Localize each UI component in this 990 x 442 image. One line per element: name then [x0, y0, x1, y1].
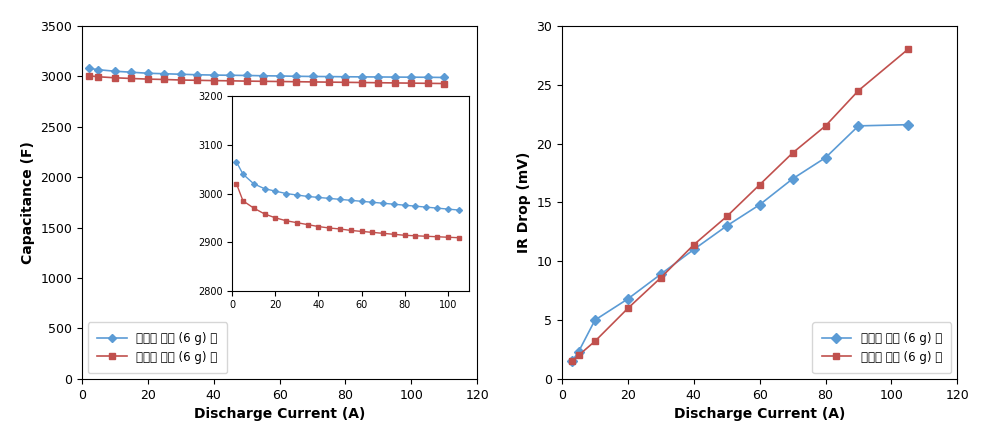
- 전해액 추가 (6 g) 후: [406, 80, 418, 86]
- 전해액 추가 (6 g) 후: [422, 81, 434, 86]
- 전해액 추가 (6 g) 전: [290, 74, 302, 79]
- X-axis label: Discharge Current (A): Discharge Current (A): [674, 407, 845, 421]
- Legend: 전해액 추가 (6 g) 전, 전해액 추가 (6 g) 후: 전해액 추가 (6 g) 전, 전해액 추가 (6 g) 후: [812, 322, 951, 373]
- 전해액 추가 (6 g) 전: [92, 67, 104, 72]
- Line: 전해액 추가 (6 g) 전: 전해액 추가 (6 g) 전: [86, 65, 447, 80]
- 전해액 추가 (6 g) 후: [142, 76, 153, 82]
- 전해액 추가 (6 g) 전: [356, 74, 368, 80]
- 전해액 추가 (6 g) 전: [158, 71, 170, 76]
- 전해액 추가 (6 g) 후: [787, 150, 799, 156]
- 전해액 추가 (6 g) 전: [372, 74, 384, 80]
- 전해액 추가 (6 g) 후: [753, 182, 765, 187]
- 전해액 추가 (6 g) 전: [323, 74, 335, 79]
- 전해액 추가 (6 g) 후: [323, 80, 335, 85]
- 전해액 추가 (6 g) 후: [566, 358, 578, 364]
- 전해액 추가 (6 g) 전: [340, 74, 351, 80]
- 전해액 추가 (6 g) 후: [902, 47, 914, 52]
- 전해액 추가 (6 g) 전: [572, 349, 584, 354]
- 전해액 추가 (6 g) 전: [225, 72, 237, 78]
- 전해액 추가 (6 g) 전: [191, 72, 203, 77]
- 전해액 추가 (6 g) 후: [340, 80, 351, 85]
- 전해액 추가 (6 g) 전: [721, 223, 733, 229]
- 전해액 추가 (6 g) 후: [175, 77, 187, 83]
- 전해액 추가 (6 g) 후: [208, 78, 220, 83]
- 전해액 추가 (6 g) 후: [655, 275, 667, 280]
- 전해액 추가 (6 g) 후: [439, 81, 450, 86]
- 전해액 추가 (6 g) 전: [566, 358, 578, 364]
- 전해액 추가 (6 g) 후: [307, 79, 319, 84]
- X-axis label: Discharge Current (A): Discharge Current (A): [194, 407, 365, 421]
- 전해액 추가 (6 g) 후: [273, 79, 285, 84]
- Y-axis label: Capacitance (F): Capacitance (F): [21, 141, 35, 264]
- 전해액 추가 (6 g) 후: [852, 88, 864, 93]
- 전해액 추가 (6 g) 후: [158, 77, 170, 82]
- 전해액 추가 (6 g) 전: [787, 176, 799, 182]
- 전해액 추가 (6 g) 후: [389, 80, 401, 86]
- 전해액 추가 (6 g) 후: [225, 78, 237, 84]
- 전해액 추가 (6 g) 후: [356, 80, 368, 85]
- 전해액 추가 (6 g) 전: [273, 73, 285, 79]
- 전해액 추가 (6 g) 전: [852, 123, 864, 129]
- 전해액 추가 (6 g) 후: [257, 79, 269, 84]
- 전해액 추가 (6 g) 전: [406, 75, 418, 80]
- 전해액 추가 (6 g) 전: [655, 271, 667, 277]
- 전해액 추가 (6 g) 후: [820, 123, 832, 129]
- 전해액 추가 (6 g) 전: [439, 75, 450, 80]
- 전해액 추가 (6 g) 전: [753, 202, 765, 207]
- 전해액 추가 (6 g) 후: [241, 79, 252, 84]
- 전해액 추가 (6 g) 후: [191, 78, 203, 83]
- 전해액 추가 (6 g) 후: [92, 74, 104, 80]
- Line: 전해액 추가 (6 g) 후: 전해액 추가 (6 g) 후: [86, 73, 447, 86]
- 전해액 추가 (6 g) 후: [126, 76, 138, 81]
- 전해액 추가 (6 g) 전: [902, 122, 914, 127]
- 전해액 추가 (6 g) 전: [82, 65, 94, 71]
- Line: 전해액 추가 (6 g) 후: 전해액 추가 (6 g) 후: [568, 46, 912, 365]
- 전해액 추가 (6 g) 전: [389, 74, 401, 80]
- Legend: 전해액 추가 (6 g) 전, 전해액 추가 (6 g) 후: 전해액 추가 (6 g) 전, 전해액 추가 (6 g) 후: [88, 322, 227, 373]
- 전해액 추가 (6 g) 전: [820, 155, 832, 160]
- 전해액 추가 (6 g) 전: [622, 296, 634, 301]
- 전해액 추가 (6 g) 전: [589, 317, 601, 323]
- 전해액 추가 (6 g) 전: [126, 69, 138, 75]
- 전해액 추가 (6 g) 후: [572, 353, 584, 358]
- 전해액 추가 (6 g) 전: [175, 72, 187, 77]
- 전해액 추가 (6 g) 전: [142, 71, 153, 76]
- 전해액 추가 (6 g) 후: [82, 73, 94, 78]
- 전해액 추가 (6 g) 후: [589, 339, 601, 344]
- 전해액 추가 (6 g) 후: [622, 305, 634, 311]
- 전해액 추가 (6 g) 전: [307, 74, 319, 79]
- 전해액 추가 (6 g) 후: [109, 75, 121, 80]
- 전해액 추가 (6 g) 후: [721, 214, 733, 219]
- 전해액 추가 (6 g) 전: [208, 72, 220, 78]
- 전해액 추가 (6 g) 전: [422, 75, 434, 80]
- 전해액 추가 (6 g) 전: [241, 73, 252, 78]
- 전해액 추가 (6 g) 전: [257, 73, 269, 78]
- 전해액 추가 (6 g) 전: [688, 247, 700, 252]
- Y-axis label: IR Drop (mV): IR Drop (mV): [517, 152, 531, 253]
- 전해액 추가 (6 g) 후: [290, 79, 302, 84]
- 전해액 추가 (6 g) 후: [372, 80, 384, 85]
- Line: 전해액 추가 (6 g) 전: 전해액 추가 (6 g) 전: [568, 121, 912, 365]
- 전해액 추가 (6 g) 후: [688, 242, 700, 248]
- 전해액 추가 (6 g) 전: [109, 69, 121, 74]
